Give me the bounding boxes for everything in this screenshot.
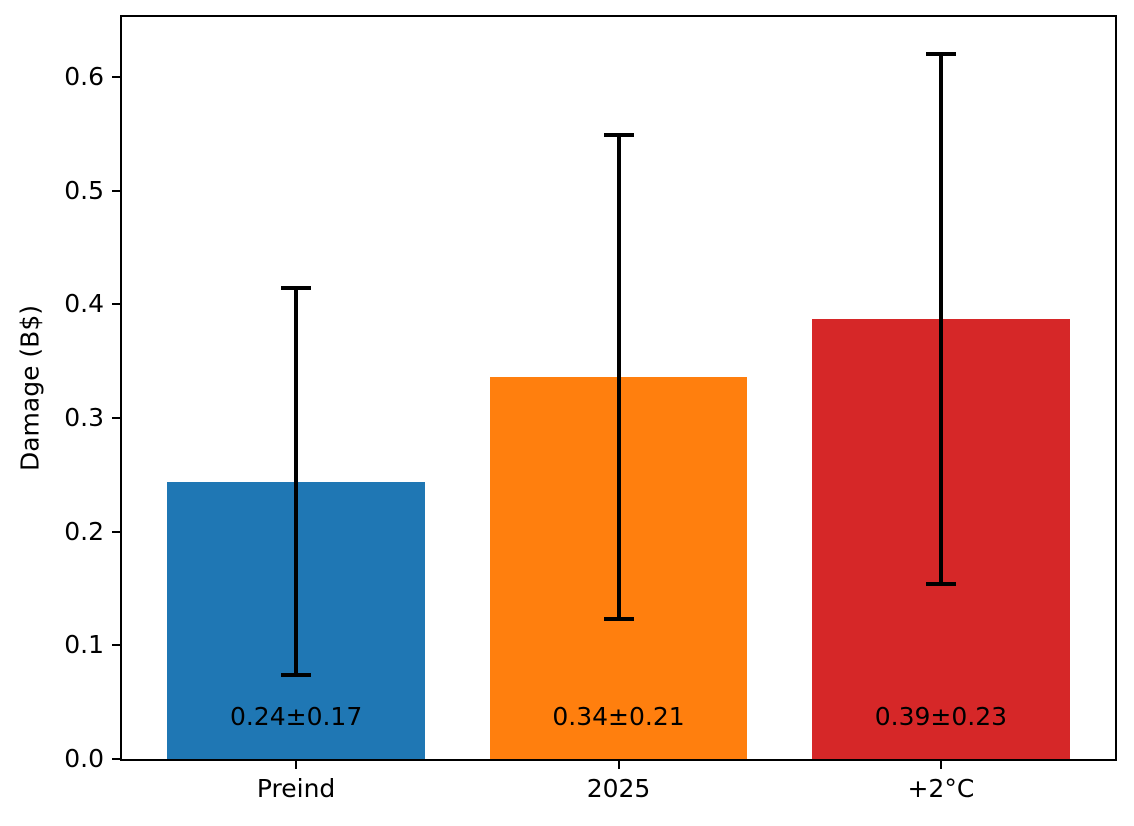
- x-tick-mark: [939, 761, 942, 769]
- y-tick-label: 0.6: [64, 62, 104, 91]
- x-tick-mark: [617, 761, 620, 769]
- x-tick-mark: [295, 761, 298, 769]
- y-axis-label: Damage (B$): [15, 304, 45, 472]
- bar-value-label: 0.39±0.23: [874, 702, 1008, 731]
- y-tick-mark: [112, 189, 120, 192]
- y-tick-mark: [112, 417, 120, 419]
- y-tick-label: 0.4: [64, 289, 104, 319]
- y-tick-label: 0.0: [64, 744, 104, 773]
- y-tick-label: 0.3: [64, 403, 104, 432]
- error-bar-line: [294, 288, 299, 675]
- error-bar-line: [938, 54, 943, 584]
- error-bar-cap: [603, 132, 634, 137]
- x-tick-label: +2°C: [907, 774, 975, 803]
- error-bar-cap: [925, 52, 956, 57]
- bar-value-label: 0.34±0.21: [552, 702, 685, 731]
- y-tick-mark: [112, 644, 120, 647]
- y-tick-label: 0.2: [64, 516, 104, 546]
- bar-value-label: 0.24±0.17: [229, 702, 363, 731]
- y-tick-label: 0.5: [64, 175, 104, 205]
- y-tick-mark: [112, 530, 120, 533]
- error-bar-line: [616, 134, 621, 620]
- y-tick-mark: [112, 76, 120, 78]
- y-tick-label: 0.1: [64, 630, 104, 660]
- error-bar-cap: [281, 672, 312, 677]
- x-tick-label: Preind: [256, 774, 336, 803]
- y-tick-mark: [112, 758, 120, 760]
- error-bar-cap: [925, 581, 956, 586]
- x-tick-label: 2025: [586, 774, 651, 803]
- error-bar-cap: [603, 617, 634, 622]
- y-tick-mark: [112, 303, 120, 306]
- error-bar-cap: [281, 286, 312, 291]
